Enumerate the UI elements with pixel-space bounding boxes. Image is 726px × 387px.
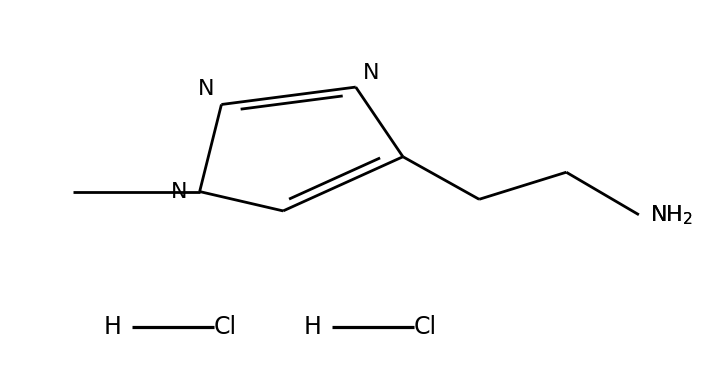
Text: Cl: Cl [413,315,436,339]
Text: N: N [197,79,214,99]
Text: NH$_2$: NH$_2$ [650,203,693,226]
Text: H: H [303,315,321,339]
Text: NH$_2$: NH$_2$ [650,203,693,226]
Text: Cl: Cl [213,315,237,339]
Text: N: N [363,63,380,83]
Text: N: N [171,182,187,202]
Text: H: H [104,315,121,339]
